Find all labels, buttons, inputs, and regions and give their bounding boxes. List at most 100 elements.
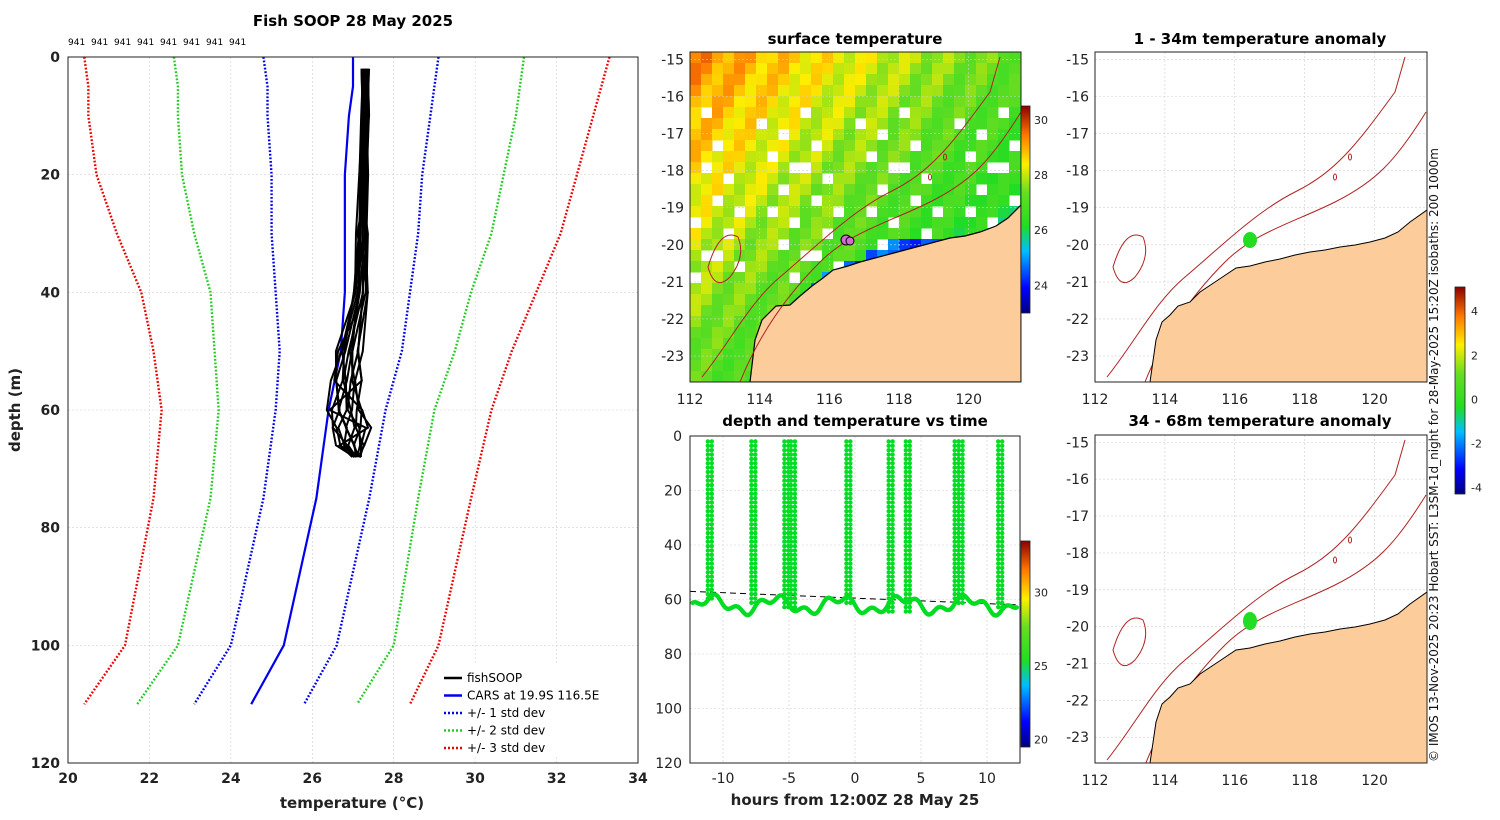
sst-cell bbox=[932, 195, 944, 207]
sst-cell bbox=[789, 228, 801, 240]
timeseries-dive-point bbox=[956, 474, 961, 479]
sst-cell bbox=[932, 118, 944, 130]
sst-cell bbox=[789, 85, 801, 97]
timeseries-dive-point bbox=[890, 517, 895, 523]
timeseries-dive-point bbox=[886, 609, 891, 614]
sst-cell bbox=[833, 63, 845, 75]
timeseries-dive-point bbox=[709, 587, 714, 592]
sst-cell bbox=[701, 85, 713, 97]
map-ytick-label: -20 bbox=[1066, 238, 1089, 254]
timeseries-dive-point bbox=[753, 500, 758, 505]
timeseries-dive-point bbox=[952, 526, 957, 531]
legend-label: +/- 3 std dev bbox=[467, 741, 545, 755]
timeseries-dive-point bbox=[705, 474, 711, 479]
sst-cell bbox=[712, 63, 724, 75]
sst-cell bbox=[789, 250, 801, 262]
sst-cell bbox=[921, 217, 933, 229]
timeseries-dive-point bbox=[782, 556, 787, 562]
sst-cell bbox=[712, 360, 724, 372]
sst-cell bbox=[1009, 151, 1021, 163]
timeseries-dive-point bbox=[792, 504, 798, 510]
timeseries-dive-point bbox=[952, 583, 957, 588]
sst-cell bbox=[998, 206, 1010, 218]
sst-cell bbox=[833, 118, 845, 130]
timeseries-dive-point bbox=[903, 447, 909, 453]
sst-cell bbox=[745, 327, 757, 339]
profile-ytick-label: 100 bbox=[31, 638, 60, 654]
sst-cell bbox=[800, 52, 812, 64]
sst-colorbar-label: 28 bbox=[1034, 169, 1048, 182]
map-ytick-label: -21 bbox=[1066, 275, 1089, 291]
timeseries-dive-point bbox=[960, 461, 965, 466]
sst-cell bbox=[910, 217, 922, 229]
timeseries-dive-point bbox=[753, 461, 758, 466]
sst-cell bbox=[899, 85, 911, 97]
sst-cell bbox=[690, 250, 702, 262]
sst-cell bbox=[877, 206, 889, 218]
sst-cell bbox=[877, 162, 889, 174]
timeseries-dive-point bbox=[886, 604, 891, 610]
sst-cell bbox=[899, 206, 911, 218]
legend-box bbox=[438, 664, 628, 756]
timeseries-dive-point bbox=[960, 587, 965, 592]
timeseries-dive-point bbox=[952, 556, 957, 562]
sst-cell bbox=[767, 74, 779, 86]
timeseries-dive-point bbox=[705, 447, 711, 453]
timeseries-dive-point bbox=[996, 447, 1001, 453]
sst-cell bbox=[965, 195, 977, 207]
timeseries-dive-point bbox=[999, 504, 1005, 510]
timeseries-dive-point bbox=[749, 474, 754, 479]
timeseries-dive-point bbox=[749, 447, 754, 453]
profile-series-line bbox=[193, 56, 281, 705]
sst-cell bbox=[943, 107, 955, 119]
sst-cell bbox=[690, 206, 702, 218]
timeseries-dive-point bbox=[890, 556, 895, 562]
timeseries-dive-point bbox=[782, 570, 787, 575]
sst-cell bbox=[954, 184, 966, 196]
sst-cell bbox=[998, 96, 1010, 108]
timeseries-dive-point bbox=[996, 517, 1001, 523]
timeseries-dive-point bbox=[753, 495, 758, 501]
timeseries-dive-point bbox=[996, 487, 1001, 492]
sst-cell bbox=[954, 52, 966, 64]
sst-cell bbox=[811, 129, 823, 141]
timeseries-dive-point bbox=[709, 487, 714, 492]
timeseries-dive-point bbox=[782, 561, 787, 566]
timeseries-dive-point bbox=[886, 591, 891, 597]
timeseries-dive-point bbox=[960, 439, 965, 444]
sst-cell bbox=[987, 85, 999, 97]
sst-cell bbox=[877, 173, 889, 185]
sst-cell bbox=[734, 52, 746, 64]
sst-cell bbox=[855, 151, 867, 163]
sst-cell bbox=[855, 239, 867, 251]
timeseries-dive-point bbox=[890, 583, 895, 588]
timeseries-dive-point bbox=[788, 504, 794, 510]
sst-cell bbox=[833, 107, 845, 119]
profile-count-label: 941 bbox=[229, 38, 246, 48]
timeseries-dive-point bbox=[709, 565, 714, 571]
sst-cell bbox=[734, 63, 746, 75]
map-ytick-label: -17 bbox=[661, 127, 684, 143]
timeseries-dive-point bbox=[886, 478, 891, 483]
timeseries-dive-point bbox=[848, 461, 853, 466]
timeseries-dive-point bbox=[753, 574, 758, 579]
sst-cell bbox=[899, 74, 911, 86]
timeseries-dive-point bbox=[782, 535, 787, 540]
timeseries-dive-point bbox=[960, 548, 965, 553]
timeseries-dive-point bbox=[788, 465, 794, 470]
sst-cell bbox=[767, 173, 779, 185]
sst-cell bbox=[690, 360, 702, 372]
timeseries-dive-point bbox=[782, 439, 787, 444]
timeseries-dive-point bbox=[792, 561, 798, 566]
sst-cell bbox=[723, 294, 735, 306]
timeseries-dive-point bbox=[956, 570, 961, 575]
timeseries-dive-point bbox=[848, 565, 853, 571]
sst-cell bbox=[943, 184, 955, 196]
profile-ytick-label: 0 bbox=[50, 50, 60, 66]
timeseries-dive-point bbox=[907, 543, 912, 549]
timeseries-dive-point bbox=[788, 604, 794, 610]
sst-cell bbox=[800, 96, 812, 108]
sst-cell bbox=[778, 96, 790, 108]
sst-cell bbox=[954, 96, 966, 108]
timeseries-dive-point bbox=[960, 539, 965, 544]
